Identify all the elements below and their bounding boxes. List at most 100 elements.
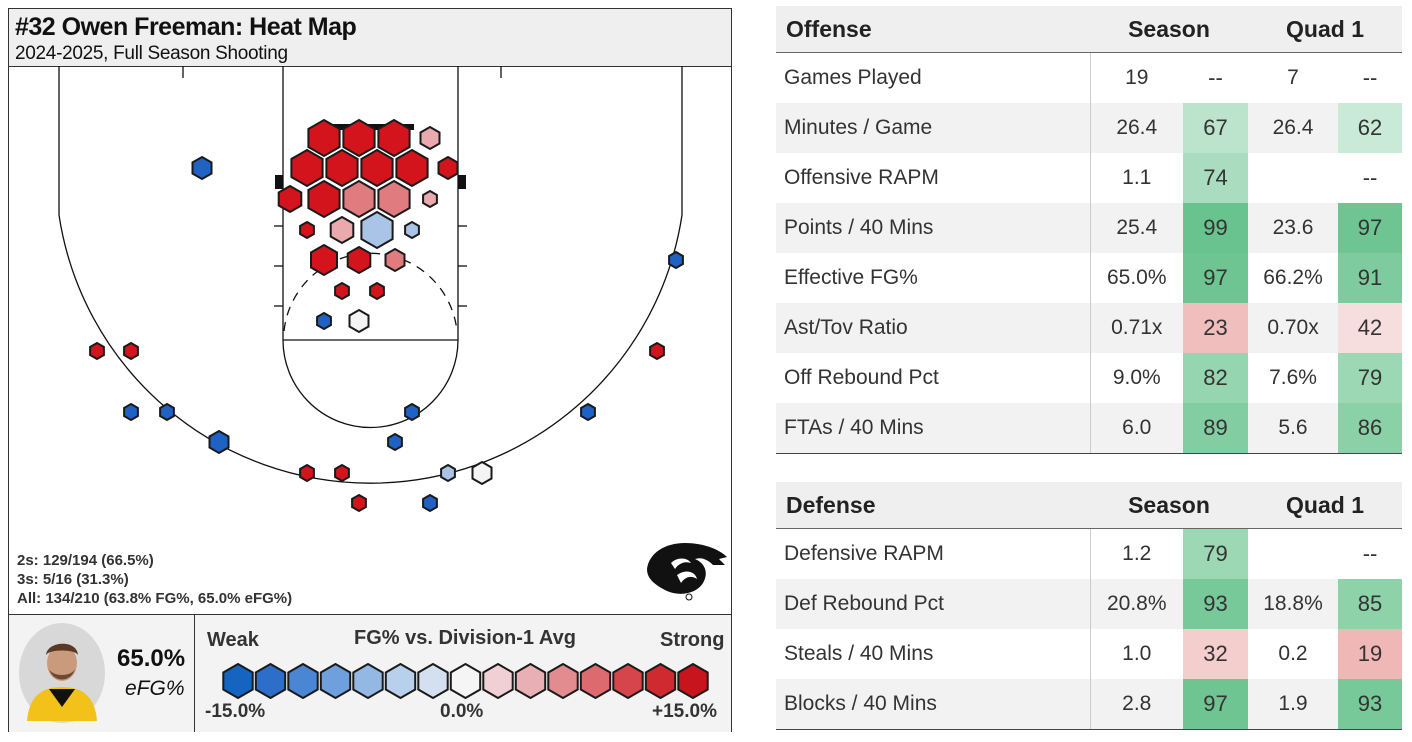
season-percentile: 89	[1183, 403, 1249, 454]
legend-swatch	[384, 663, 417, 699]
season-value: 1.2	[1122, 542, 1152, 565]
legend-divider	[194, 615, 195, 732]
season-percentile: 99	[1183, 203, 1249, 253]
defense-row: Defensive RAPM 1.2 79 --	[776, 528, 1402, 580]
quad-value: 0.70x	[1248, 303, 1339, 353]
shot-hex	[329, 215, 355, 245]
shot-hex	[377, 118, 411, 158]
iowa-hawkeyes-logo	[647, 543, 727, 601]
season-percentile: 23	[1183, 303, 1249, 353]
season-value: 1.1	[1122, 166, 1152, 189]
quad-value	[1248, 153, 1338, 203]
season-value: 9.0%	[1112, 366, 1161, 389]
chart-title: #32 Owen Freeman: Heat Map	[15, 13, 357, 41]
shot-hex	[395, 148, 429, 188]
legend-swatch	[547, 663, 579, 699]
season-percentile: 32	[1183, 629, 1249, 679]
stat-label: Defensive RAPM	[776, 528, 1091, 579]
shot-hex	[404, 402, 420, 422]
stat-label: Minutes / Game	[776, 103, 1091, 153]
legend-swatch	[612, 663, 644, 699]
shot-hex	[422, 189, 438, 209]
season-percentile: --	[1208, 65, 1223, 90]
defense-header-label: Defense	[776, 482, 1090, 529]
all-shots-stat: All: 134/210 (63.8% FG%, 65.0% eFG%)	[17, 590, 293, 607]
quad-percentile: 79	[1338, 353, 1403, 403]
season-value: 20.8%	[1090, 579, 1183, 629]
offense-header-row: Offense Season Quad 1	[776, 6, 1403, 53]
threes-stat: 3s: 5/16 (31.3%)	[17, 571, 129, 588]
quad-percentile: --	[1362, 65, 1378, 90]
stat-label: Effective FG%	[776, 253, 1091, 303]
shot-hex	[325, 148, 359, 188]
season-value: 1.0	[1122, 642, 1152, 665]
legend-swatch	[579, 663, 612, 699]
legend-swatch	[222, 663, 254, 699]
legend-swatch	[352, 663, 384, 699]
chart-subtitle: 2024-2025, Full Season Shooting	[15, 43, 288, 64]
offense-table: Offense Season Quad 1 Games Played 19 -- 7 -…	[776, 6, 1403, 454]
stat-label: FTAs / 40 Mins	[776, 403, 1091, 454]
offense-row: Games Played 19 -- 7 --	[776, 52, 1402, 103]
efg-label: eFG%	[125, 677, 185, 700]
legend-swatch	[644, 663, 677, 699]
block-mark-right	[458, 175, 466, 189]
shot-hex	[437, 155, 459, 181]
quad-percentile: --	[1362, 165, 1378, 190]
quad-percentile: --	[1362, 541, 1378, 566]
shot-hex	[471, 460, 493, 486]
legend-min-label: -15.0%	[205, 701, 266, 722]
heat-map-panel: #32 Owen Freeman: Heat Map 2024-2025, Fu…	[8, 8, 732, 732]
shot-hex	[290, 148, 324, 188]
shot-hex	[123, 341, 139, 361]
offense-header-label: Offense	[776, 6, 1090, 53]
legend-swatch	[287, 663, 319, 699]
legend-max-label: +15.0%	[652, 701, 717, 722]
shot-hex	[384, 247, 406, 273]
shot-hex	[299, 220, 315, 240]
heat-map-header: #32 Owen Freeman: Heat Map 2024-2025, Fu…	[9, 9, 731, 67]
stat-label: Off Rebound Pct	[776, 353, 1091, 403]
season-value: 25.4	[1090, 203, 1183, 253]
shot-hex	[89, 341, 105, 361]
shot-hex	[668, 250, 684, 270]
shot-hex	[307, 118, 341, 158]
quad-percentile: 86	[1338, 403, 1403, 454]
twos-stat: 2s: 129/194 (66.5%)	[17, 552, 154, 569]
defense-row: Steals / 40 Mins 1.0 32 0.2 19	[776, 629, 1403, 679]
defense-table: Defense Season Quad 1 Defensive RAPM 1.2 7…	[776, 482, 1403, 730]
legend-weak-label: Weak	[207, 629, 259, 651]
stat-label: Offensive RAPM	[776, 153, 1091, 203]
season-value: 65.0%	[1106, 266, 1167, 289]
stat-label: Steals / 40 Mins	[776, 629, 1091, 679]
quad-percentile: 85	[1338, 579, 1403, 629]
shot-hex	[360, 210, 394, 250]
shot-hex	[377, 179, 411, 219]
shot-hex	[307, 179, 341, 219]
quad-value	[1248, 529, 1338, 580]
season-percentile: 93	[1183, 579, 1249, 629]
shot-hex	[440, 463, 456, 483]
shot-hex	[277, 184, 303, 214]
shot-hex	[123, 402, 139, 422]
season-percentile: 79	[1183, 528, 1249, 579]
shot-hex	[404, 220, 420, 240]
legend-swatch	[482, 663, 514, 699]
offense-body: Games Played 19 -- 7 -- Minutes / Game 26.4 67 2…	[776, 52, 1403, 454]
quad-percentile: 97	[1338, 203, 1403, 253]
legend-swatch	[417, 663, 449, 699]
player-photo	[19, 623, 105, 723]
shot-hex	[342, 179, 376, 219]
defense-body: Defensive RAPM 1.2 79 -- Def Rebound Pct 20.8…	[776, 528, 1403, 730]
offense-row: Effective FG% 65.0% 97 66.2% 91	[776, 253, 1403, 303]
legend-swatch	[319, 663, 352, 699]
quad-percentile: 91	[1338, 253, 1403, 303]
offense-header-season: Season	[1090, 6, 1249, 53]
quad-value: 26.4	[1248, 103, 1339, 153]
defense-header-row: Defense Season Quad 1	[776, 482, 1403, 529]
season-value: 26.4	[1090, 103, 1183, 153]
shot-hex	[351, 493, 367, 513]
shot-hex	[299, 463, 315, 483]
shot-hex	[346, 245, 372, 275]
shot-hex	[369, 281, 385, 301]
